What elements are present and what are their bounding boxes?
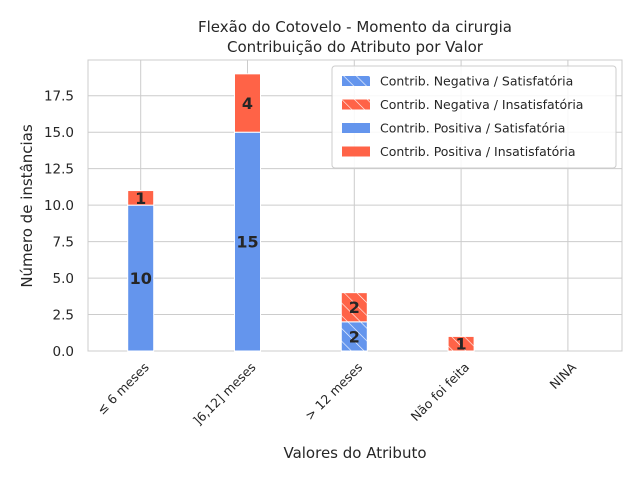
- bar-segment: [127, 204, 155, 352]
- bar-value-label: 10: [130, 269, 152, 288]
- y-tick-label: 15.0: [44, 125, 74, 141]
- bar-segment: [127, 190, 155, 206]
- x-tick-label: Não foi feita: [408, 360, 473, 425]
- legend-box: [331, 65, 617, 169]
- legend-swatch: [342, 146, 370, 157]
- y-tick-label: 5.0: [53, 271, 74, 287]
- y-tick-label: 7.5: [53, 235, 74, 251]
- legend-swatch-hatch: [342, 99, 370, 110]
- bar-hatch: [448, 336, 475, 351]
- legend-label: Contrib. Positiva / Insatisfatória: [380, 144, 576, 159]
- x-axis-label: Valores do Atributo: [283, 444, 426, 462]
- bar-segment: [234, 73, 261, 133]
- bar-value-label: 2: [349, 298, 360, 317]
- legend-swatch-hatch: [342, 76, 370, 86]
- legend-label: Contrib. Negativa / Satisfatória: [380, 74, 573, 89]
- bars-group: [127, 73, 475, 352]
- y-tick-label: 12.5: [44, 162, 74, 178]
- y-axis-label: Número de instâncias: [18, 124, 36, 288]
- bar-hatch: [341, 321, 368, 351]
- x-tick-label: ]6,12] meses: [190, 360, 259, 429]
- legend: Contrib. Negativa / Satisfatória Contrib.…: [331, 65, 617, 169]
- x-tick-label: ≤ 6 meses: [94, 360, 152, 418]
- bar-segment: [234, 131, 261, 352]
- x-tick-label: > 12 meses: [302, 360, 366, 424]
- bar-value-label: 1: [456, 335, 467, 354]
- x-tick-label: NINA: [547, 359, 580, 392]
- x-axis-ticks: ≤ 6 meses ]6,12] meses > 12 meses Não foi f…: [94, 359, 579, 428]
- y-tick-label: 10.0: [44, 198, 74, 214]
- y-tick-label: 0.0: [53, 344, 74, 360]
- bar-hatch: [341, 292, 368, 322]
- bar-value-label: 1: [135, 189, 146, 208]
- bar-value-label: 2: [349, 327, 360, 346]
- chart-title: Flexão do Cotovelo - Momento da cirurgia: [198, 18, 512, 36]
- bar-value-label: 15: [236, 233, 258, 252]
- y-axis-ticks: 0.0 2.5 5.0 7.5 10.0 12.5 15.0 17.5: [44, 89, 74, 360]
- y-tick-label: 2.5: [53, 308, 74, 324]
- legend-label: Contrib. Negativa / Insatisfatória: [380, 97, 583, 112]
- legend-label: Contrib. Positiva / Satisfatória: [380, 121, 565, 136]
- legend-swatch: [342, 123, 370, 133]
- bar-labels-group: 10 1 15 4 2 2 1: [130, 94, 467, 354]
- y-tick-label: 17.5: [44, 89, 74, 105]
- chart-subtitle: Contribuição do Atributo por Valor: [227, 38, 484, 56]
- bar-value-label: 4: [242, 94, 253, 113]
